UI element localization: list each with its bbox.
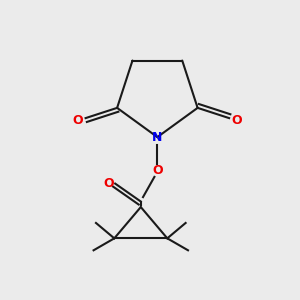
Text: O: O <box>103 177 114 190</box>
Text: O: O <box>73 114 83 127</box>
Text: O: O <box>232 114 242 127</box>
Text: N: N <box>152 130 163 144</box>
Text: O: O <box>152 164 163 177</box>
